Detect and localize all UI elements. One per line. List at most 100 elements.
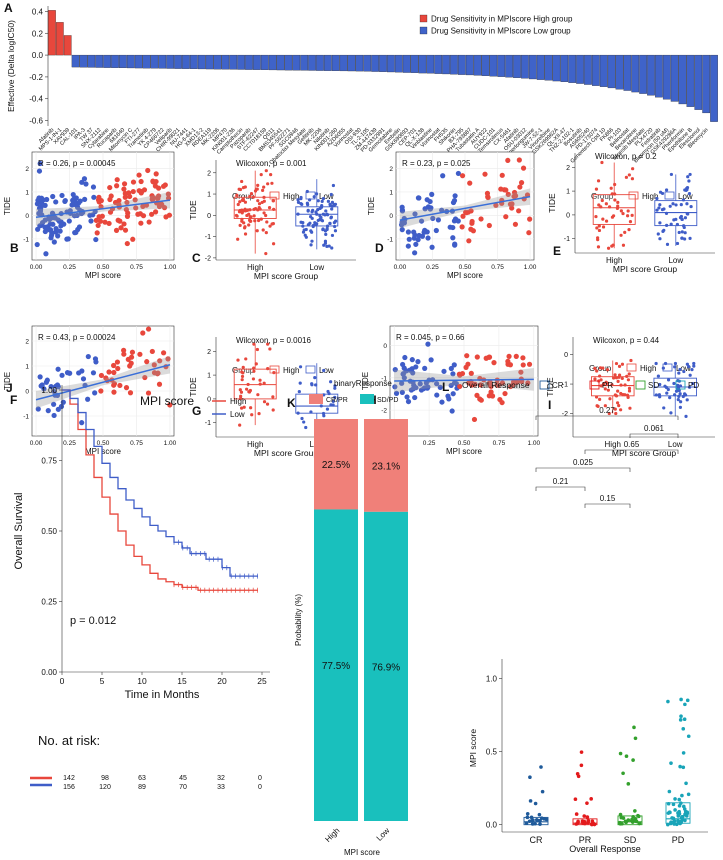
legend-label-low: Low xyxy=(319,192,334,201)
data-point xyxy=(265,402,270,406)
significance-bracket xyxy=(535,467,631,472)
data-point xyxy=(53,226,59,232)
data-point xyxy=(506,353,512,359)
y-tick-label: 1.0 xyxy=(486,675,498,684)
y-axis-title-l: MPI score xyxy=(468,729,478,768)
data-point xyxy=(140,213,147,219)
data-point xyxy=(434,381,440,387)
data-point xyxy=(439,399,445,405)
data-point xyxy=(624,754,629,759)
significance-bracket xyxy=(584,503,631,508)
data-point xyxy=(300,202,304,206)
bracket-p-value: 0.061 xyxy=(644,424,665,433)
legend-title-l: Overall.Response xyxy=(462,380,530,390)
data-point xyxy=(329,192,333,197)
risk-count-low: 156 xyxy=(63,784,75,791)
bar-a-61 xyxy=(528,54,537,80)
bar-a-81 xyxy=(686,54,695,107)
data-point xyxy=(673,361,678,366)
data-point xyxy=(264,231,268,235)
data-point xyxy=(435,217,441,223)
y-tick-label: -2 xyxy=(205,255,211,262)
data-point xyxy=(468,370,474,376)
legend-label-high: Drug Sensitivity in MPIscore High group xyxy=(431,15,573,24)
data-point xyxy=(665,223,669,228)
data-point xyxy=(627,386,632,390)
data-point xyxy=(513,353,519,359)
data-point xyxy=(614,376,619,380)
data-point xyxy=(474,354,480,360)
stat-label: R = 0.23, p = 0.025 xyxy=(402,159,471,168)
data-point xyxy=(658,395,662,399)
legend-label-low: Drug Sensitivity in MPIscore Low group xyxy=(431,27,571,36)
data-point xyxy=(613,182,617,187)
data-point xyxy=(309,243,313,247)
data-point xyxy=(596,238,600,242)
panel-label: C xyxy=(192,251,201,265)
data-point xyxy=(686,734,691,739)
data-point xyxy=(575,772,580,776)
box-panel-g: G Group High Low 2 1 0 -1 High Low Wilcoxon, p = 0… xyxy=(188,336,356,458)
legend-label-sdpd: SD/PD xyxy=(377,397,398,404)
km-curve-low xyxy=(62,389,258,577)
bar-a-1 xyxy=(55,22,64,56)
bar-a-82 xyxy=(694,54,703,110)
data-point xyxy=(468,226,474,232)
data-point xyxy=(310,383,314,387)
data-point xyxy=(630,817,634,822)
x-axis-title-k: MPI score xyxy=(344,848,381,857)
bar-a-10 xyxy=(126,54,135,69)
data-point xyxy=(527,819,532,824)
data-point xyxy=(627,228,631,232)
data-point xyxy=(598,366,603,370)
data-point xyxy=(245,387,249,391)
risk-count-high: 32 xyxy=(217,775,225,782)
data-point xyxy=(614,361,619,366)
data-point xyxy=(59,372,65,378)
data-point xyxy=(681,765,686,770)
data-point xyxy=(305,201,309,205)
x-tick-label: 0.50 xyxy=(97,264,110,271)
legend-box-high xyxy=(628,191,639,200)
bar-a-80 xyxy=(678,54,687,105)
data-point xyxy=(599,384,603,388)
data-point xyxy=(531,818,535,822)
data-point xyxy=(422,365,428,371)
data-point xyxy=(413,385,419,391)
data-point xyxy=(509,201,515,207)
data-point xyxy=(55,366,61,372)
box-panel-c: C Group High Low 2 1 0 -1 -2 High Low Wilcoxon, p =… xyxy=(188,159,356,281)
x-tick-label: High xyxy=(605,440,621,449)
data-point xyxy=(637,821,642,826)
data-point xyxy=(542,817,547,821)
data-point xyxy=(665,242,670,246)
y-tick-label: 0 xyxy=(207,396,211,403)
data-point xyxy=(533,801,538,806)
y-tick-label: 0.00 xyxy=(41,668,57,677)
data-point xyxy=(159,201,165,208)
data-point xyxy=(493,202,499,208)
data-point xyxy=(242,405,246,409)
data-point xyxy=(682,224,686,228)
risk-title: No. at risk: xyxy=(38,733,100,748)
data-point xyxy=(258,207,262,211)
data-point xyxy=(678,392,682,396)
data-point xyxy=(157,358,163,364)
y-tick-label: -1 xyxy=(381,375,387,382)
y-tick-label: -1 xyxy=(562,382,568,389)
data-point xyxy=(677,230,681,235)
data-point xyxy=(315,212,319,216)
data-point xyxy=(507,362,514,368)
data-point xyxy=(252,369,256,373)
data-point xyxy=(585,801,589,805)
data-point xyxy=(593,377,597,381)
data-point xyxy=(682,369,686,374)
data-point xyxy=(449,408,455,414)
data-point xyxy=(537,812,542,817)
data-point xyxy=(128,354,135,360)
data-point xyxy=(70,191,76,198)
data-point xyxy=(37,223,43,229)
stat-label: Wilcoxon, p = 0.0016 xyxy=(236,336,311,345)
data-point xyxy=(662,228,666,232)
